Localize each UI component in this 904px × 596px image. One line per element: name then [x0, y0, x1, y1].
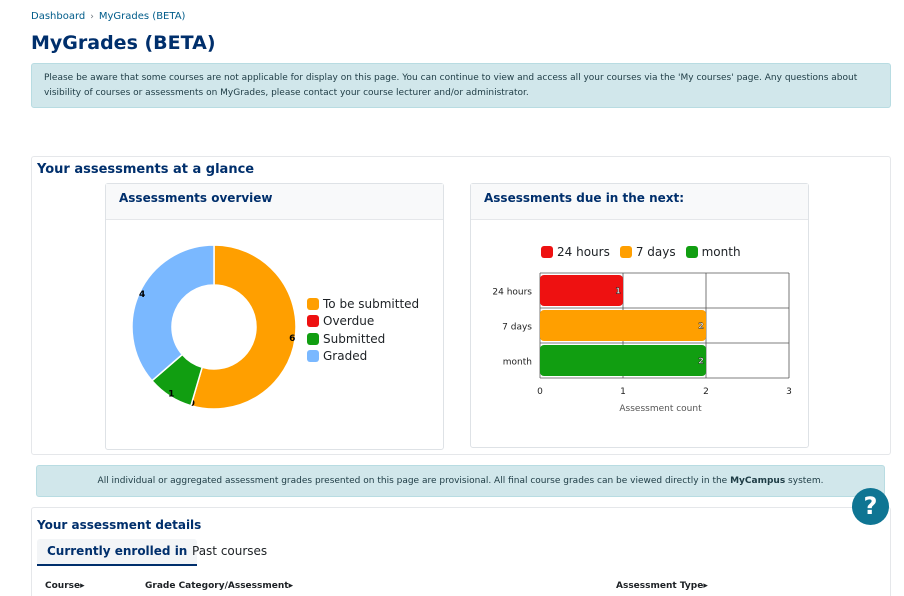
legend-item-7-days[interactable]: 7 days [619, 245, 676, 259]
x-tick-label: 2 [703, 387, 709, 397]
legend-swatch [307, 315, 319, 328]
overview-card-title: Assessments overview [106, 184, 443, 220]
donut-value-label-graded: 4 [139, 290, 145, 300]
legend-swatch [685, 246, 698, 258]
donut-slice-graded[interactable] [131, 244, 215, 382]
x-tick-label: 3 [786, 387, 792, 397]
legend-item-graded[interactable]: Graded [307, 348, 419, 366]
y-category-label: month [503, 358, 532, 368]
glance-title: Your assessments at a glance [37, 162, 255, 177]
provisional-text: All individual or aggregated assessment … [97, 476, 731, 486]
provisional-notice: All individual or aggregated assessment … [36, 465, 885, 497]
column-assessment-type-label: Assessment Type [616, 581, 704, 591]
breadcrumb: Dashboard › MyGrades (BETA) [31, 11, 185, 22]
sort-icon: ▸ [288, 581, 294, 591]
mycampus-link[interactable]: MyCampus [730, 476, 786, 486]
breadcrumb-current[interactable]: MyGrades (BETA) [98, 11, 186, 22]
x-tick-label: 0 [537, 387, 543, 397]
assessments-overview-card: Assessments overview 6014 To be submitte… [105, 183, 444, 450]
legend-label: To be submitted [323, 296, 420, 311]
bar-value-label: 2 [698, 322, 704, 331]
legend-label: Graded [323, 349, 368, 364]
y-category-label: 7 days [502, 323, 532, 333]
legend-item-24-hours[interactable]: 24 hours [541, 245, 610, 259]
column-grade-category[interactable]: Grade Category/Assessment▸ [145, 581, 293, 591]
x-axis-label: Assessment count [619, 404, 702, 414]
donut-value-label-to-be-submitted: 6 [289, 334, 295, 344]
due-legend: 24 hours 7 days month [541, 245, 741, 259]
legend-item-month[interactable]: month [685, 245, 741, 259]
y-category-label: 24 hours [492, 288, 532, 298]
column-course-label: Course [45, 581, 81, 591]
bar-value-label: 1 [615, 287, 621, 296]
help-button[interactable]: ? [852, 488, 889, 525]
bar-24-hours[interactable] [540, 275, 623, 306]
legend-label: month [701, 245, 741, 259]
assessments-due-card: Assessments due in the next: 24 hours 7 d… [470, 183, 809, 448]
sort-icon: ▸ [703, 581, 708, 591]
tab-currently-enrolled[interactable]: Currently enrolled in [37, 539, 198, 566]
donut-slice-to-be-submitted[interactable] [189, 244, 297, 410]
legend-item-to-be-submitted[interactable]: To be submitted [307, 295, 419, 313]
legend-swatch [307, 332, 319, 345]
due-card-title: Assessments due in the next: [471, 184, 808, 220]
assessment-details-section: Your assessment details Currently enroll… [31, 507, 891, 596]
legend-item-overdue[interactable]: Overdue [307, 313, 419, 331]
x-tick-label: 1 [620, 387, 626, 397]
page-title: MyGrades (BETA) [31, 32, 216, 54]
details-title: Your assessment details [37, 518, 202, 532]
legend-label: 7 days [635, 245, 676, 259]
visibility-notice: Please be aware that some courses are no… [31, 63, 891, 108]
assessments-glance-section: Your assessments at a glance Assessments… [31, 156, 891, 455]
column-course[interactable]: Course▸ [45, 581, 85, 591]
legend-swatch [619, 246, 632, 258]
legend-swatch [541, 246, 553, 258]
overview-donut-chart: 6014 [131, 244, 297, 410]
legend-label: Submitted [323, 331, 386, 346]
legend-swatch [307, 350, 319, 363]
legend-swatch [307, 297, 319, 310]
legend-label: 24 hours [557, 245, 610, 259]
tab-past-courses[interactable]: Past courses [192, 544, 268, 558]
sort-icon: ▸ [80, 581, 85, 591]
legend-item-submitted[interactable]: Submitted [307, 330, 419, 348]
legend-label: Overdue [323, 314, 375, 329]
bar-value-label: 2 [698, 357, 704, 366]
breadcrumb-separator: › [90, 11, 94, 22]
column-grade-category-label: Grade Category/Assessment [145, 581, 289, 591]
bar-7-days[interactable] [540, 310, 706, 341]
provisional-text-end: system. [785, 476, 824, 486]
bar-month[interactable] [540, 345, 706, 376]
donut-value-label-submitted: 1 [168, 389, 174, 399]
column-assessment-type[interactable]: Assessment Type▸ [616, 581, 708, 591]
breadcrumb-dashboard-link[interactable]: Dashboard [31, 11, 86, 22]
overview-legend: To be submitted Overdue Submitted Graded [307, 295, 419, 365]
